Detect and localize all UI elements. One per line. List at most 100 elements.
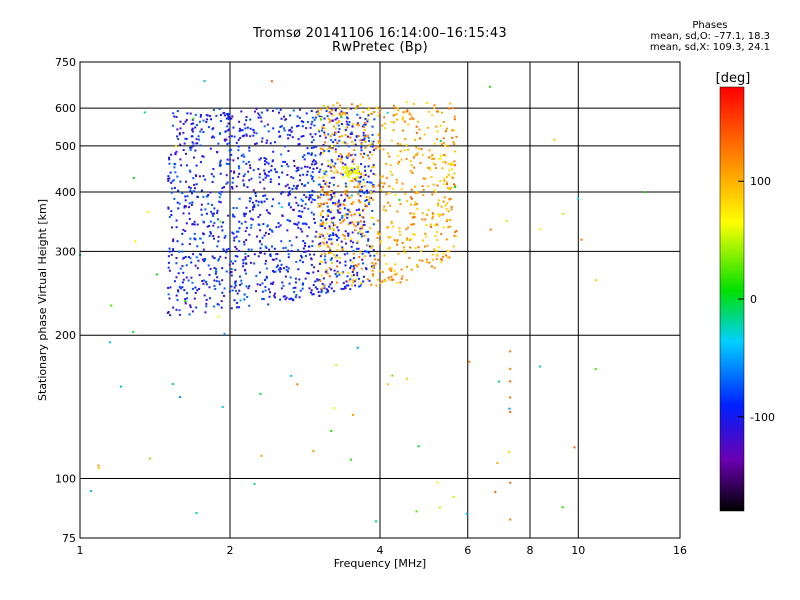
data-point bbox=[200, 128, 203, 131]
data-point bbox=[370, 283, 373, 286]
data-point bbox=[346, 252, 349, 255]
data-point bbox=[200, 208, 203, 211]
data-point bbox=[357, 247, 360, 250]
data-point bbox=[362, 275, 365, 278]
data-point bbox=[317, 183, 320, 186]
data-point bbox=[364, 199, 367, 202]
data-point bbox=[252, 134, 255, 137]
data-point bbox=[184, 137, 187, 140]
data-point bbox=[595, 279, 598, 282]
data-point bbox=[185, 264, 188, 267]
data-point bbox=[334, 127, 337, 130]
data-point bbox=[255, 199, 258, 202]
data-point bbox=[444, 154, 447, 157]
data-point bbox=[187, 186, 190, 189]
data-point bbox=[240, 154, 243, 157]
data-point bbox=[322, 242, 325, 245]
data-point bbox=[342, 168, 345, 171]
data-point bbox=[363, 223, 366, 226]
data-point bbox=[371, 133, 374, 136]
data-point bbox=[323, 172, 326, 175]
data-point bbox=[553, 138, 556, 141]
data-point bbox=[338, 207, 341, 210]
data-point bbox=[351, 167, 354, 170]
data-point bbox=[301, 283, 304, 286]
data-point bbox=[302, 239, 305, 242]
data-point bbox=[188, 202, 191, 205]
data-point bbox=[415, 131, 418, 134]
data-point bbox=[447, 210, 450, 213]
data-point bbox=[363, 152, 366, 155]
data-point bbox=[245, 162, 248, 165]
data-point bbox=[341, 214, 344, 217]
data-point bbox=[448, 188, 451, 191]
data-point bbox=[341, 162, 344, 165]
data-point bbox=[319, 212, 322, 215]
data-point bbox=[359, 284, 362, 287]
data-point bbox=[399, 150, 402, 153]
data-point bbox=[389, 236, 392, 239]
data-point bbox=[209, 267, 212, 270]
data-point bbox=[245, 226, 248, 229]
data-point bbox=[397, 154, 400, 157]
data-point bbox=[262, 297, 265, 300]
data-point bbox=[354, 153, 357, 156]
data-point bbox=[254, 194, 257, 197]
data-point bbox=[325, 202, 328, 205]
data-point bbox=[319, 279, 322, 282]
data-point bbox=[398, 198, 401, 201]
data-point bbox=[390, 120, 393, 123]
data-point bbox=[347, 107, 350, 110]
data-point bbox=[436, 138, 439, 141]
data-point bbox=[196, 223, 199, 226]
data-point bbox=[387, 276, 390, 279]
data-point bbox=[440, 258, 443, 261]
data-point bbox=[396, 142, 399, 145]
data-point bbox=[344, 182, 347, 185]
data-point bbox=[436, 239, 439, 242]
data-point bbox=[437, 212, 440, 215]
data-point bbox=[509, 380, 512, 383]
data-point bbox=[415, 125, 418, 128]
data-point bbox=[334, 202, 337, 205]
data-point bbox=[332, 141, 335, 144]
data-point bbox=[228, 135, 231, 138]
data-point bbox=[280, 153, 283, 156]
data-point bbox=[354, 170, 357, 173]
data-point bbox=[436, 481, 439, 484]
data-point bbox=[334, 203, 337, 206]
data-point bbox=[343, 237, 346, 240]
data-point bbox=[191, 192, 194, 195]
data-point bbox=[409, 203, 412, 206]
data-point bbox=[207, 194, 210, 197]
data-point bbox=[451, 175, 454, 178]
data-point bbox=[191, 223, 194, 226]
data-point bbox=[345, 189, 348, 192]
data-point bbox=[443, 153, 446, 156]
data-point bbox=[428, 261, 431, 264]
data-point bbox=[310, 211, 313, 214]
data-point bbox=[365, 154, 368, 157]
data-point bbox=[170, 253, 173, 256]
data-point bbox=[509, 396, 512, 399]
data-point bbox=[343, 253, 346, 256]
data-point bbox=[331, 144, 334, 147]
data-point bbox=[368, 157, 371, 160]
data-point bbox=[297, 268, 300, 271]
data-point bbox=[143, 111, 146, 114]
data-point bbox=[222, 248, 225, 251]
data-point bbox=[178, 396, 181, 399]
data-point bbox=[292, 287, 295, 290]
data-point bbox=[205, 120, 208, 123]
data-point bbox=[356, 113, 359, 116]
data-point bbox=[297, 221, 300, 224]
chart-subtitle: RwPretec (Bp) bbox=[332, 40, 428, 55]
data-point bbox=[353, 167, 356, 170]
data-point bbox=[258, 224, 261, 227]
data-point bbox=[341, 113, 344, 116]
data-point bbox=[360, 189, 363, 192]
data-point bbox=[371, 269, 374, 272]
data-point bbox=[411, 171, 414, 174]
data-point bbox=[310, 289, 313, 292]
data-point bbox=[362, 131, 365, 134]
